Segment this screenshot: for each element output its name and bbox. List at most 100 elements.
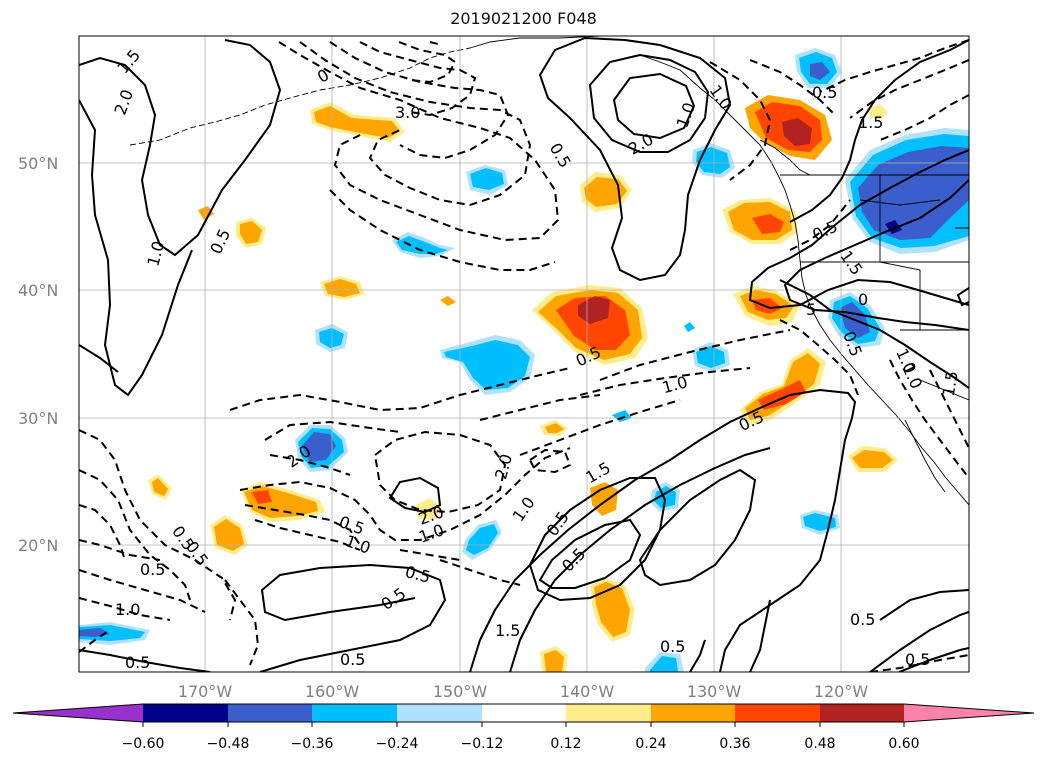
negative-anomaly-patch (696, 346, 725, 368)
contour-dashed (373, 430, 507, 514)
contour-solid (528, 477, 667, 602)
negative-anomaly-patch (302, 432, 336, 462)
positive-anomaly-patch (758, 380, 806, 410)
colorbar-bin (820, 704, 904, 722)
positive-anomaly-patch (594, 582, 630, 637)
positive-anomaly-patch (440, 296, 456, 306)
positive-anomaly-patch (752, 214, 784, 234)
contour-solid (79, 344, 119, 373)
colorbar-extend-low (13, 704, 143, 722)
contour-dashed (79, 629, 111, 653)
negative-anomaly-patch (650, 656, 678, 672)
positive-anomaly-patch (416, 498, 442, 520)
colorbar-bin (735, 704, 820, 722)
negative-anomaly-patch (612, 410, 632, 422)
contour-label: 1.5 (495, 621, 520, 640)
contour-solid (538, 518, 642, 589)
state-border (859, 199, 941, 206)
map-title: 2019021200 F048 (450, 9, 597, 28)
contour-solid (388, 476, 442, 514)
positive-anomaly-patch (152, 478, 168, 496)
negative-anomaly-patch (885, 220, 902, 234)
negative-anomaly-patch (319, 328, 344, 348)
contour-dashed (429, 41, 439, 45)
negative-anomaly-patch (696, 147, 730, 174)
colorbar: −0.60 −0.48 −0.36 −0.24 −0.12 0.12 0.24 … (12, 703, 1035, 752)
negative-anomaly-patch (810, 62, 830, 80)
contour-dashed (479, 394, 601, 421)
contour-solid (779, 279, 969, 389)
colorbar-bin (228, 704, 312, 722)
contour-dashed (439, 559, 521, 586)
longitude-labels: 170°W 160°W 150°W 140°W 130°W 120°W (178, 682, 869, 701)
contour-dashed (359, 41, 477, 117)
contour-solid (869, 611, 969, 672)
negative-anomaly-patch (470, 168, 504, 190)
vancouver-island-coastline (759, 139, 811, 176)
contour-label: 1.5 (858, 113, 883, 132)
contour-dashed (398, 41, 457, 84)
contour-solid (612, 72, 696, 140)
contour-dashed (709, 61, 772, 181)
contour-dashed (399, 549, 461, 561)
colorbar-tick-label: 0.36 (719, 736, 750, 752)
contour-dashed (879, 94, 969, 141)
contour-dashed (79, 429, 237, 621)
map-frame (78, 35, 970, 673)
contour-dashed (849, 59, 969, 119)
aleutian-coastline (129, 47, 471, 146)
contour-lines-dashed (79, 39, 969, 672)
lat-label-40: 40°N (18, 281, 58, 300)
positive-anomaly-patch (240, 221, 262, 244)
colorbar-tick-label: 0.12 (550, 736, 581, 752)
colorbar-bin (397, 704, 482, 722)
contour-dashed (779, 319, 859, 396)
colorbar-extend-high (904, 704, 1034, 722)
colorbar-tick-label: −0.12 (461, 736, 504, 752)
contour-solid (79, 39, 282, 257)
negative-anomaly-patch (396, 236, 448, 254)
contour-dashed (528, 448, 572, 474)
contour-dashed (79, 469, 191, 601)
lon-label-130: 130°W (687, 682, 742, 701)
contour-dashed (819, 39, 969, 93)
contour-solid (469, 388, 857, 672)
positive-anomaly-patch (214, 519, 244, 551)
state-border (879, 261, 921, 330)
contour-solid (509, 447, 771, 672)
contour-solid (748, 149, 969, 310)
contour-label: 5 (806, 300, 816, 319)
state-border (919, 379, 969, 401)
positive-anomaly-patch (782, 118, 812, 146)
gridlines (79, 36, 969, 672)
coastlines (129, 36, 969, 506)
contour-lines (79, 36, 969, 672)
colorbar-bin (566, 704, 651, 722)
colorbar-tick-label: −0.36 (291, 736, 334, 752)
lon-label-160: 160°W (305, 682, 360, 701)
negative-anomaly-patch (684, 322, 695, 332)
contour-dashed (269, 454, 351, 476)
contour-solid (879, 589, 969, 621)
contour-dashed (79, 504, 126, 561)
positive-anomaly-patch (544, 650, 564, 672)
lat-label-20: 20°N (18, 536, 58, 555)
colorbar-bin (143, 704, 228, 722)
contour-solid (79, 99, 193, 397)
contour-label: 0.5 (140, 560, 165, 579)
alaska-panhandle-coastline (639, 54, 969, 506)
contour-label: 0.5 (812, 83, 837, 102)
contour-label: 0.5 (660, 637, 685, 656)
contour-label: 0.5 (850, 610, 875, 629)
contour-solid (749, 599, 771, 672)
contour-solid (789, 39, 969, 223)
contour-dashed (929, 369, 969, 449)
contour-dashed (79, 539, 161, 561)
colorbar-tick-label: 0.48 (804, 736, 835, 752)
negative-anomaly-patch (858, 146, 969, 240)
contour-label: 1.0 (115, 600, 140, 619)
contour-dashed (579, 367, 751, 396)
positive-anomaly-patch (198, 206, 214, 220)
contour-label: 1.5 (939, 369, 962, 397)
